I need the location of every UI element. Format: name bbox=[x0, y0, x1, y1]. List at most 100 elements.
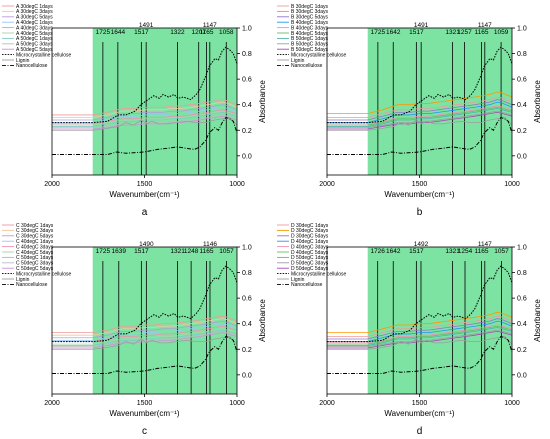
y-tick-label: 0.2 bbox=[517, 347, 527, 354]
series-line bbox=[52, 99, 238, 116]
legend-label: C 40degC 1days bbox=[16, 239, 54, 245]
series-line bbox=[52, 110, 238, 126]
legend-label: D 30degC 1days bbox=[291, 223, 329, 229]
legend-label: A 50degC 1days bbox=[16, 36, 53, 42]
legend-label: D 30degC 5days bbox=[291, 234, 329, 240]
annotation-label: 1147 bbox=[203, 22, 217, 29]
series-line bbox=[327, 91, 513, 115]
x-tick-label: 2000 bbox=[44, 400, 60, 407]
y-tick-label: 0.6 bbox=[242, 77, 252, 84]
annotation-label: 1058 bbox=[219, 29, 234, 36]
legend-label: B 40degC 3days bbox=[291, 25, 328, 31]
series-line bbox=[327, 329, 513, 348]
series-line bbox=[327, 327, 513, 346]
x-axis-label: Wavenumber(cm⁻¹) bbox=[384, 409, 454, 418]
y-tick-label: 0.4 bbox=[242, 102, 252, 109]
series-line bbox=[327, 46, 513, 124]
legend-label: Nanocellulose bbox=[16, 282, 48, 288]
x-axis-label: Wavenumber(cm⁻¹) bbox=[384, 190, 454, 199]
series-line bbox=[327, 324, 513, 344]
annotation-label: 1725 bbox=[96, 29, 111, 36]
legend-label: Microcrystalline cellulose bbox=[291, 271, 347, 277]
legend-label: Nanocellulose bbox=[291, 282, 323, 288]
legend-label: B 50degC 1days bbox=[291, 36, 328, 42]
legend-label: D 50degC 1days bbox=[291, 255, 329, 261]
series-line bbox=[327, 108, 513, 127]
annotation-label: 1057 bbox=[219, 248, 234, 255]
legend-label: D 40degC 5days bbox=[291, 250, 329, 256]
legend-label: Microcrystalline cellulose bbox=[16, 271, 72, 277]
legend-label: D 30degC 3days bbox=[291, 228, 329, 234]
legend-label: C 40degC 3days bbox=[16, 244, 54, 250]
annotation-label: 1321 bbox=[445, 248, 460, 255]
annotation-label: 1517 bbox=[409, 248, 424, 255]
legend-label: B 50degC 5days bbox=[291, 47, 328, 53]
legend-label: Nanocellulose bbox=[291, 63, 323, 69]
series-line bbox=[327, 110, 513, 129]
legend-label: C 30degC 3days bbox=[16, 228, 54, 234]
highlight-region bbox=[367, 247, 512, 394]
legend-label: A 30degC 5days bbox=[16, 15, 53, 21]
series-line bbox=[52, 265, 238, 343]
legend-label: C 30degC 5days bbox=[16, 234, 54, 240]
annotation-label: 1517 bbox=[409, 29, 424, 36]
series-line bbox=[327, 336, 513, 350]
legend-label: Nanocellulose bbox=[16, 63, 48, 69]
annotation-label: 1644 bbox=[111, 29, 126, 36]
y-axis-label: Absorbance bbox=[533, 299, 542, 342]
annotation-label: 1725 bbox=[96, 248, 111, 255]
legend-label: B 30degC 5days bbox=[291, 15, 328, 21]
panel-letter: b bbox=[417, 207, 423, 218]
x-tick-label: 1500 bbox=[412, 181, 428, 188]
legend-label: Lignin bbox=[16, 58, 30, 64]
y-tick-label: 0.2 bbox=[242, 128, 252, 135]
annotation-label: 1517 bbox=[134, 248, 149, 255]
series-line bbox=[327, 96, 513, 118]
annotation-label: 1321 bbox=[445, 29, 460, 36]
series-line bbox=[52, 46, 238, 124]
annotation-label: 1165 bbox=[199, 248, 213, 255]
legend-label: A 40degC 1days bbox=[16, 20, 53, 26]
annotation-label: 1517 bbox=[134, 29, 149, 36]
y-axis-label: Absorbance bbox=[533, 80, 542, 123]
legend-label: C 50degC 5days bbox=[16, 266, 54, 272]
annotation-label: 1257 bbox=[457, 29, 472, 36]
legend-label: A 50degC 3days bbox=[16, 42, 53, 48]
legend-label: C 50degC 1days bbox=[16, 255, 54, 261]
series-line bbox=[327, 315, 513, 337]
annotation-label: 1147 bbox=[478, 22, 492, 29]
y-tick-label: 0.4 bbox=[242, 321, 252, 328]
series-line bbox=[52, 114, 238, 129]
y-tick-label: 0.8 bbox=[517, 51, 527, 58]
x-tick-label: 1000 bbox=[504, 400, 520, 407]
highlight-region bbox=[92, 247, 237, 394]
panel-letter: a bbox=[142, 207, 148, 218]
y-tick-label: 0.2 bbox=[242, 347, 252, 354]
y-axis-label: Absorbance bbox=[258, 80, 267, 123]
series-line bbox=[52, 329, 238, 346]
series-line bbox=[52, 323, 238, 341]
series-line bbox=[327, 325, 513, 345]
y-tick-label: 1.0 bbox=[242, 26, 252, 33]
series-line bbox=[327, 311, 513, 334]
legend-label: B 30degC 3days bbox=[291, 9, 328, 15]
y-tick-label: 0.8 bbox=[517, 270, 527, 277]
series-line bbox=[52, 101, 238, 118]
series-line bbox=[52, 117, 238, 131]
highlight-region bbox=[92, 28, 237, 175]
x-tick-label: 2000 bbox=[319, 181, 335, 188]
annotation-label: 1165 bbox=[199, 29, 213, 36]
x-tick-label: 2000 bbox=[44, 181, 60, 188]
y-tick-label: 1.0 bbox=[517, 26, 527, 33]
annotation-label: 1207 bbox=[191, 29, 206, 36]
series-line bbox=[52, 315, 238, 334]
legend-label: Microcrystalline cellulose bbox=[16, 52, 72, 58]
x-tick-label: 2000 bbox=[319, 400, 335, 407]
y-axis-label: Absorbance bbox=[258, 299, 267, 342]
legend-label: Microcrystalline cellulose bbox=[291, 52, 347, 58]
y-tick-label: 0.0 bbox=[242, 153, 252, 160]
annotation-label: 1165 bbox=[474, 248, 488, 255]
annotation-label: 1639 bbox=[112, 248, 127, 255]
